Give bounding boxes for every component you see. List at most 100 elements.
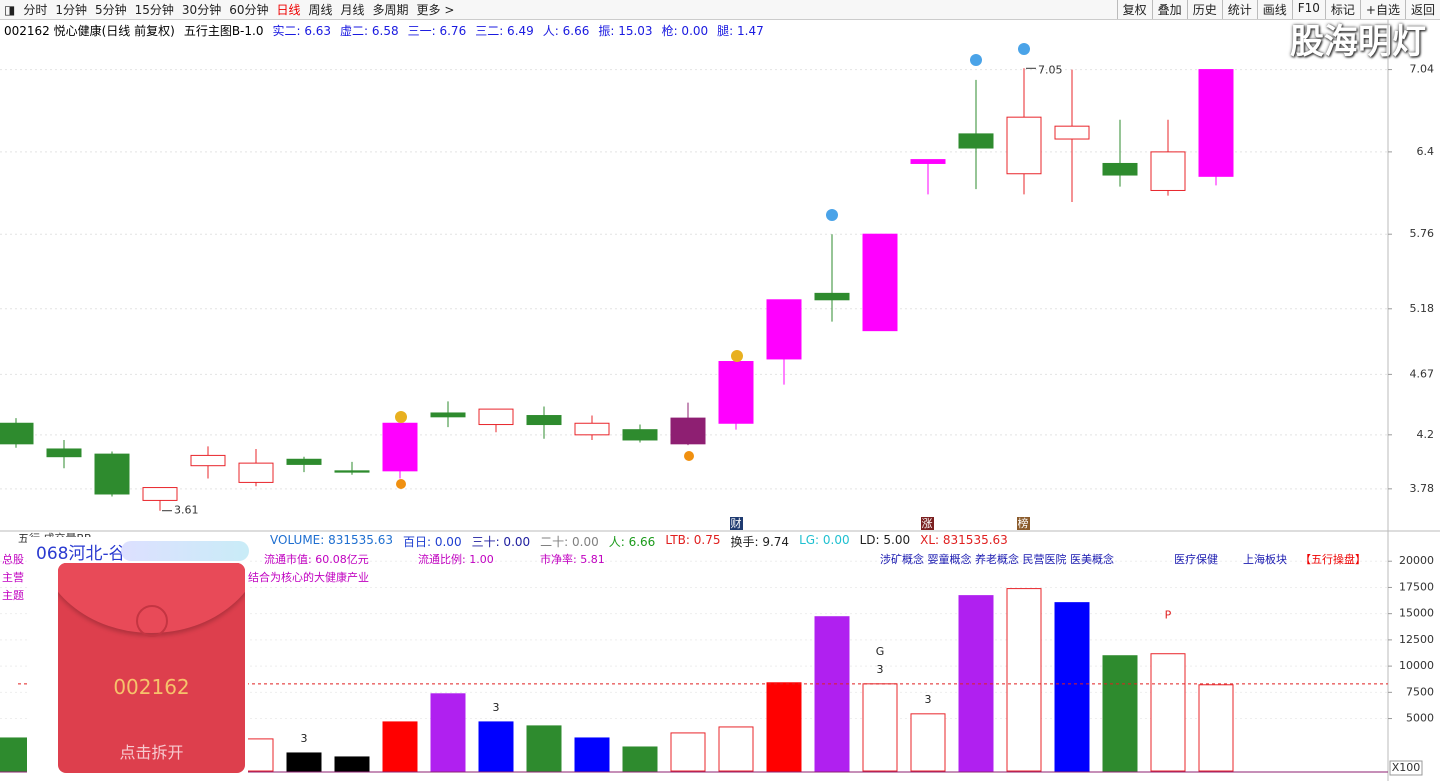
blurred-name: [121, 541, 249, 561]
volume-value: 三十: 0.00: [471, 535, 531, 549]
extreme-label: 3.61: [174, 504, 199, 517]
tab[interactable]: 5分钟: [95, 3, 127, 17]
open-button[interactable]: 点击拆开: [119, 743, 184, 762]
candle-body: [862, 233, 898, 332]
info-label: 主题: [2, 589, 24, 602]
volume-bar: [910, 713, 946, 772]
volume-bar: [1006, 588, 1042, 772]
y-tick-label: 5.18: [1410, 302, 1435, 315]
event-box: [730, 517, 743, 530]
volume-bar: [478, 721, 514, 772]
signal-dot: [826, 209, 838, 221]
tab[interactable]: 日线: [276, 3, 301, 17]
tab[interactable]: 1分钟: [55, 3, 87, 17]
candle-body: [1198, 69, 1234, 177]
bar-label: 3: [493, 701, 500, 714]
envelope[interactable]: 002162 点击拆开: [58, 563, 245, 773]
region: 上海板块: [1243, 552, 1287, 566]
y-tick-label: 15000: [1399, 607, 1434, 620]
y-tick-label: 7500: [1406, 685, 1434, 698]
tool-button[interactable]: 标记: [1324, 0, 1360, 19]
y-tick-label: 4.67: [1410, 367, 1435, 380]
market-info: 流通比例: 1.00: [418, 552, 494, 566]
concepts: 涉矿概念 婴童概念 养老概念 民营医院 医美概念: [880, 552, 1114, 566]
candle-body: [1006, 116, 1042, 175]
indicator-name[interactable]: 五行主图B-1.0: [183, 24, 264, 38]
envelope-logo: [136, 605, 168, 637]
orange-icon: [396, 479, 406, 489]
candle-body: [286, 458, 322, 465]
volume-bar: [862, 683, 898, 772]
candle-body: [526, 415, 562, 426]
y-tick-label: 10000: [1399, 659, 1434, 672]
red-packet-popup[interactable]: 068河北-谷 002162 点击拆开: [27, 537, 249, 775]
volume-bar: [958, 595, 994, 772]
bar-label: 3: [301, 732, 308, 745]
candle-body: [1054, 125, 1090, 140]
tool-button[interactable]: 叠加: [1151, 0, 1187, 19]
tag: 【五行操盘】: [1300, 552, 1366, 566]
indicator-value: 三一: 6.76: [407, 24, 467, 38]
candle-body: [238, 462, 274, 483]
event-marker[interactable]: 涨: [922, 517, 933, 530]
tool-button[interactable]: 复权: [1116, 0, 1152, 19]
indicator-value: 枪: 0.00: [661, 24, 709, 38]
business: 结合为核心的大健康产业: [248, 570, 369, 584]
volume-bar: [382, 721, 418, 772]
tool-button[interactable]: F10: [1291, 0, 1325, 19]
volume-bar: [766, 682, 802, 772]
market-info: 市净率: 5.81: [540, 552, 605, 566]
indicator-value: 实二: 6.63: [272, 24, 332, 38]
indicator-value: 振: 15.03: [598, 24, 653, 38]
event-marker[interactable]: 榜: [1018, 516, 1029, 530]
tab[interactable]: 月线: [340, 3, 365, 17]
indicator-value: 腿: 1.47: [717, 24, 764, 38]
y-tick-label: 7.04: [1410, 63, 1435, 76]
bar-label: 3: [925, 693, 932, 706]
candle-body: [1102, 162, 1138, 176]
volume-value: 换手: 9.74: [730, 535, 790, 549]
y-tick-label: 17500: [1399, 580, 1434, 593]
candle-body: [1150, 151, 1186, 191]
bar-label: G: [876, 645, 885, 658]
tab[interactable]: 30分钟: [181, 3, 222, 17]
volume-value: XL: 831535.63: [920, 533, 1008, 547]
volume-value: VOLUME: 831535.63: [270, 533, 393, 547]
volume-bar: [1150, 653, 1186, 772]
tab[interactable]: 60分钟: [229, 3, 269, 17]
indicator-value: 人: 6.66: [542, 24, 590, 38]
volume-bar: [526, 725, 562, 772]
toolbar-right: 复权 叠加 历史 统计 画线 F10 标记 +自选 返回: [1116, 0, 1440, 19]
candle-body: [670, 417, 706, 445]
tab[interactable]: 分时: [23, 3, 48, 17]
volume-bar: [286, 752, 322, 772]
volume-header: VOLUME: 831535.63 百日: 0.00 三十: 0.00 二十: 0.0…: [270, 533, 1008, 550]
signal-dot: [1018, 43, 1030, 55]
indicator-header: 002162 悦心健康(日线 前复权) 五行主图B-1.0 实二: 6.63 虚二…: [4, 22, 764, 39]
tab[interactable]: 更多 >: [416, 3, 455, 17]
info-label: 主营: [2, 570, 24, 584]
tab[interactable]: 周线: [308, 3, 333, 17]
tab[interactable]: 15分钟: [134, 3, 174, 17]
icon: ◨: [4, 2, 16, 17]
tool-button[interactable]: +自选: [1359, 0, 1405, 19]
indicator-value: 三二: 6.49: [475, 24, 534, 38]
tab[interactable]: 多周期: [372, 3, 409, 17]
bar-label: P: [1165, 609, 1172, 622]
tool-button[interactable]: 历史: [1186, 0, 1222, 19]
volume-value: LTB: 0.75: [665, 533, 721, 547]
event-marker[interactable]: 财: [731, 516, 742, 530]
tool-button[interactable]: 画线: [1256, 0, 1292, 19]
candle-body: [0, 422, 34, 445]
tool-button[interactable]: 返回: [1404, 0, 1440, 19]
candle-body: [766, 299, 802, 360]
candle-body: [814, 292, 850, 301]
volume-bar: [670, 732, 706, 772]
volume-bar: [1054, 602, 1090, 772]
volume-value: 二十: 0.00: [540, 535, 599, 549]
tool-button[interactable]: 统计: [1221, 0, 1257, 19]
candle-body: [382, 422, 418, 472]
sector: 医疗保健: [1174, 552, 1218, 566]
